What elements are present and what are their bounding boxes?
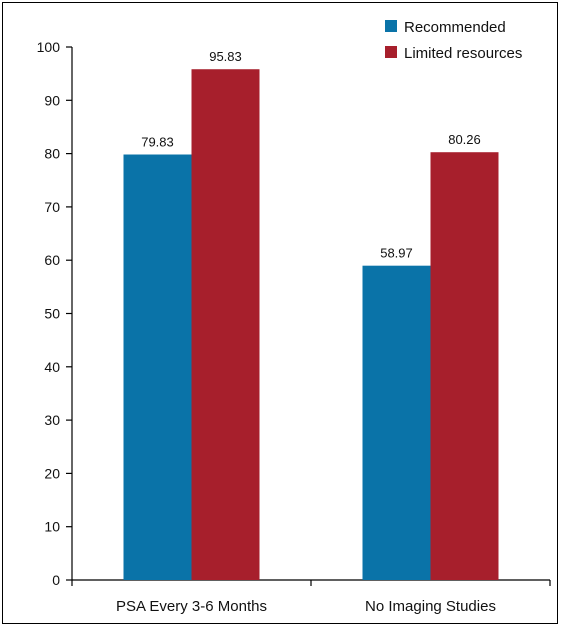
y-tick-label: 30 — [44, 412, 60, 428]
y-tick-label: 80 — [44, 146, 60, 162]
bar-recommended — [123, 154, 192, 580]
bar-limited-resources — [430, 152, 499, 580]
data-label: 58.97 — [380, 246, 413, 261]
y-tick-label: 0 — [52, 572, 60, 588]
bar-recommended — [362, 265, 431, 580]
data-label: 79.83 — [141, 135, 174, 150]
x-category-label: PSA Every 3-6 Months — [116, 598, 267, 615]
labels: 0 10 20 30 40 50 60 70 80 90 100 79.83 95.83 PSA Ever… — [37, 39, 496, 615]
legend-label: Limited resources — [404, 45, 522, 62]
y-tick-label: 100 — [37, 39, 61, 55]
y-tick-label: 90 — [44, 92, 60, 108]
legend: Recommended Limited resources — [385, 19, 522, 62]
y-tick-label: 20 — [44, 465, 60, 481]
bar-limited-resources — [191, 69, 260, 580]
y-tick-label: 10 — [44, 519, 60, 535]
y-tick-label: 70 — [44, 199, 60, 215]
y-tick-label: 60 — [44, 252, 60, 268]
y-tick-label: 40 — [44, 359, 60, 375]
y-tick-label: 50 — [44, 306, 60, 322]
legend-swatch — [385, 20, 397, 32]
data-label: 80.26 — [448, 132, 481, 147]
bars — [123, 69, 499, 580]
x-category-label: No Imaging Studies — [365, 598, 496, 615]
data-label: 95.83 — [209, 49, 242, 64]
legend-swatch — [385, 46, 397, 58]
legend-label: Recommended — [404, 19, 506, 36]
